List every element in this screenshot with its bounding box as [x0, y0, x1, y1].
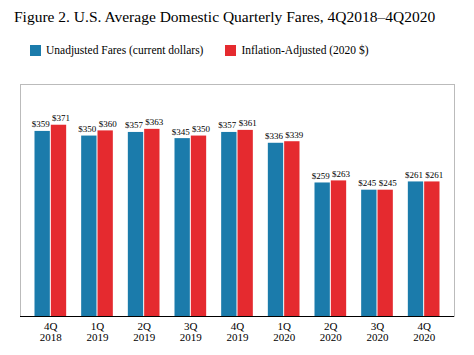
svg-text:$371: $371	[52, 113, 70, 123]
svg-text:$261: $261	[405, 170, 423, 180]
svg-text:$336: $336	[265, 131, 284, 141]
svg-text:$357: $357	[125, 120, 144, 130]
svg-text:4Q2018: 4Q2018	[40, 320, 63, 343]
svg-text:$261: $261	[425, 170, 443, 180]
svg-text:3Q2020: 3Q2020	[367, 320, 390, 343]
svg-text:$245: $245	[379, 178, 398, 188]
html-text:Figure 2. U.S. Average Domesti: Figure 2. U.S. Average Domestic Quarterl…	[14, 8, 436, 25]
svg-text:2Q2019: 2Q2019	[133, 320, 156, 343]
svg-text:$363: $363	[145, 117, 164, 127]
svg-text:$263: $263	[332, 169, 351, 179]
svg-text:$361: $361	[239, 118, 257, 128]
svg-text:$345: $345	[172, 127, 191, 137]
html-text:Inflation-Adjusted (2020 $): Inflation-Adjusted (2020 $)	[241, 44, 369, 56]
svg-text:$359: $359	[32, 119, 51, 129]
svg-text:1Q2020: 1Q2020	[273, 320, 296, 343]
svg-text:$245: $245	[358, 178, 377, 188]
svg-text:$339: $339	[285, 130, 304, 140]
svg-text:4Q2019: 4Q2019	[227, 320, 250, 343]
svg-text:$350: $350	[78, 124, 97, 134]
svg-text:1Q2019: 1Q2019	[87, 320, 110, 343]
svg-text:$259: $259	[312, 171, 331, 181]
svg-text:$360: $360	[99, 119, 118, 129]
html-text:Unadjusted Fares (current doll: Unadjusted Fares (current dollars)	[46, 44, 204, 56]
svg-text:3Q2019: 3Q2019	[180, 320, 203, 343]
svg-text:2Q2020: 2Q2020	[320, 320, 343, 343]
svg-text:4Q2020: 4Q2020	[413, 320, 436, 343]
svg-text:$357: $357	[218, 120, 237, 130]
svg-text:$350: $350	[192, 124, 211, 134]
